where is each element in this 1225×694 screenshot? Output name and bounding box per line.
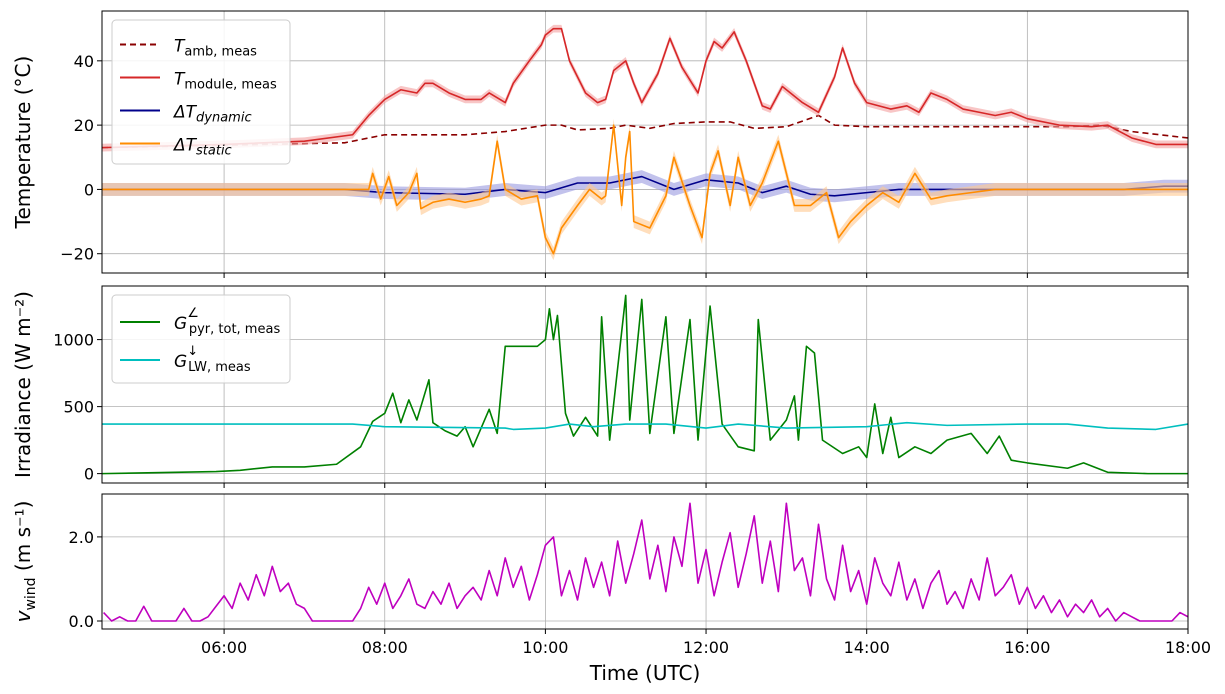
y-axis-label: vwind (m s⁻¹)	[11, 501, 39, 623]
legend-sup: ∠	[187, 306, 199, 321]
y-tick-label: 0	[84, 465, 94, 484]
y-tick-label: 20	[74, 116, 94, 135]
x-tick-label: 16:00	[1004, 638, 1050, 657]
y-tick-label: 1000	[53, 331, 94, 350]
legend-main: T	[174, 37, 186, 57]
series-line-T_amb,meas	[102, 114, 1188, 149]
y-tick-label: 2.0	[69, 528, 94, 547]
y-tick-label: 500	[63, 398, 94, 417]
legend-sub: dynamic	[196, 111, 252, 126]
x-tick-label: 12:00	[683, 638, 729, 657]
legend-sub: amb, meas	[184, 45, 257, 60]
series-line-v_wind	[103, 502, 1188, 622]
legend-label-T_module,meas: Tmodule, meas	[174, 70, 277, 93]
legend-main: ΔT	[172, 103, 198, 123]
x-tick-label: 10:00	[522, 638, 568, 657]
axes-frame	[101, 10, 1189, 274]
legend-label-G_LW,meas: G↓ LW, meas	[174, 344, 251, 375]
legend-main: G	[174, 352, 187, 372]
axes-frame	[101, 493, 1189, 630]
legend-main: G	[174, 314, 187, 334]
legend-main: ΔT	[172, 136, 198, 156]
series-line-G_pyr,tot,meas	[102, 294, 1188, 475]
x-tick-label: 08:00	[362, 638, 408, 657]
legend-sub: static	[196, 144, 232, 159]
legend-label-dT_static: ΔTstatic	[172, 136, 232, 159]
legend-main: T	[174, 70, 186, 90]
x-tick-label: 14:00	[844, 638, 890, 657]
series-line-T_module,meas	[102, 27, 1188, 149]
axes-frame	[101, 285, 1189, 484]
legend-box	[111, 19, 291, 165]
legend-label-G_pyr,tot,meas: G∠ pyr, tot, meas	[174, 306, 280, 337]
y-label-main: v	[11, 609, 35, 622]
y-label-sub: wind	[23, 577, 39, 610]
series-line-G_LW,meas	[102, 421, 1188, 431]
legend-label-T_amb,meas: Tamb, meas	[174, 37, 257, 60]
y-tick-label: 0	[84, 180, 94, 199]
x-tick-label: 06:00	[201, 638, 247, 657]
legend-sup: ↓	[187, 344, 198, 359]
uncertainty-band-dT_dynamic	[102, 170, 1188, 203]
y-axis-label: Irradiance (W m⁻²)	[11, 291, 35, 478]
series-line-dT_static	[102, 124, 1188, 255]
x-tick-label: 18:00	[1165, 638, 1211, 657]
y-label-unit: (m s⁻¹)	[11, 501, 35, 578]
legend-sub: module, meas	[184, 78, 277, 93]
plot-area	[102, 24, 1188, 261]
plot-area	[102, 294, 1188, 475]
legend-sub: LW, meas	[188, 360, 251, 375]
plot-area	[103, 502, 1188, 622]
x-axis-label: Time (UTC)	[589, 661, 701, 685]
panel-wind: 06:00 08:00 10:00 12:00 14:00 16:00 18:00 0.0 2.…	[11, 493, 1211, 685]
legend-label-dT_dynamic: ΔTdynamic	[172, 103, 252, 126]
y-axis-label: Temperature (°C)	[11, 56, 35, 230]
y-tick-label: −20	[60, 245, 94, 264]
y-tick-label: 0.0	[69, 612, 94, 631]
y-tick-label: 40	[74, 52, 94, 71]
legend-sub: pyr, tot, meas	[189, 322, 281, 337]
